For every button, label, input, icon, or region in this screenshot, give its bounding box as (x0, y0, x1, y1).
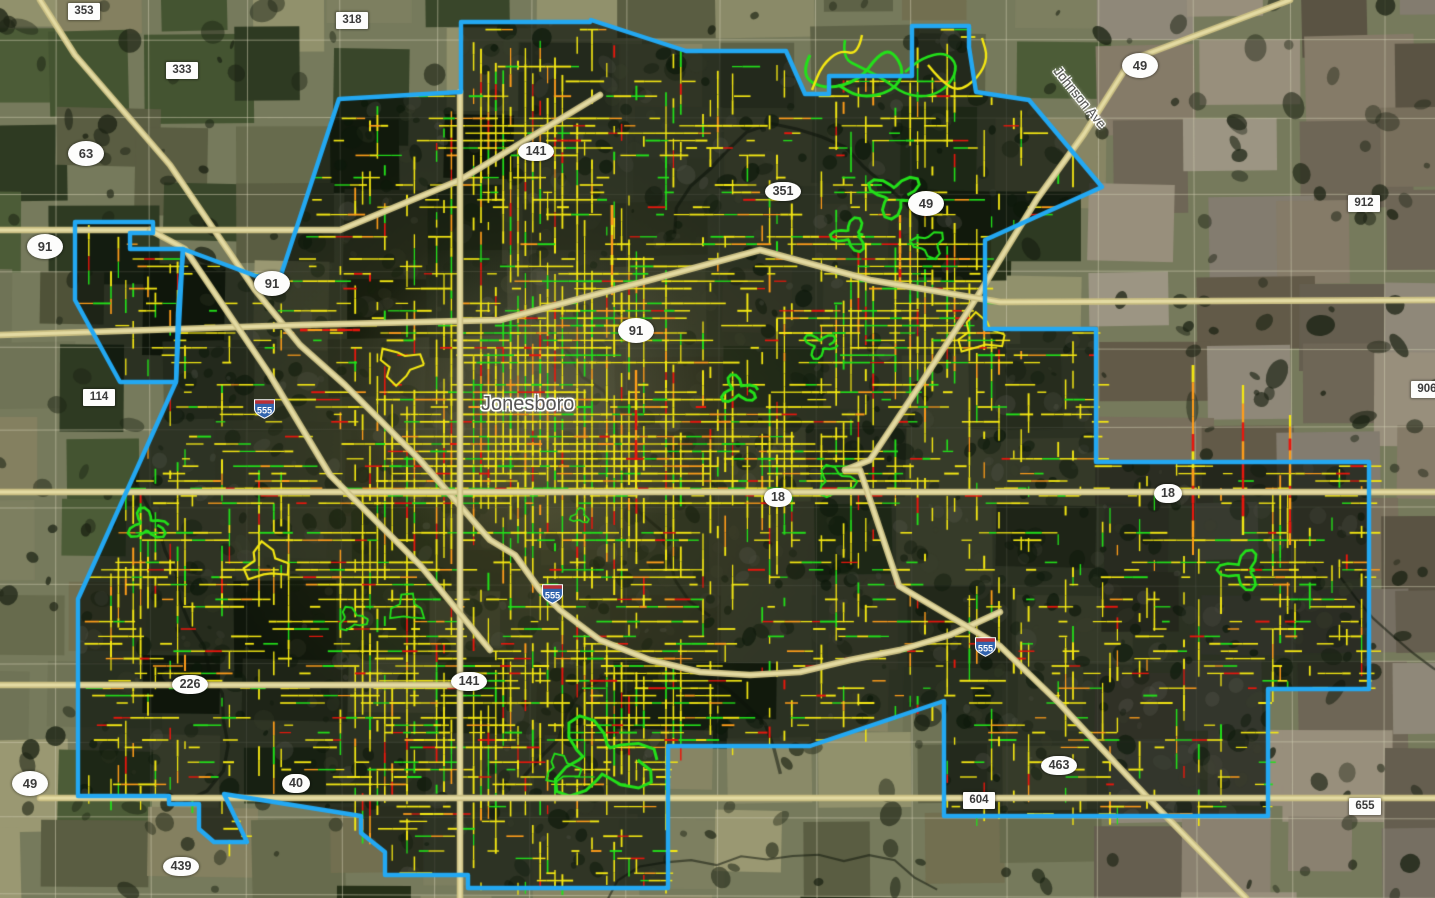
svg-text:555: 555 (977, 644, 992, 654)
svg-text:555: 555 (544, 591, 559, 601)
svg-text:555: 555 (256, 406, 271, 416)
